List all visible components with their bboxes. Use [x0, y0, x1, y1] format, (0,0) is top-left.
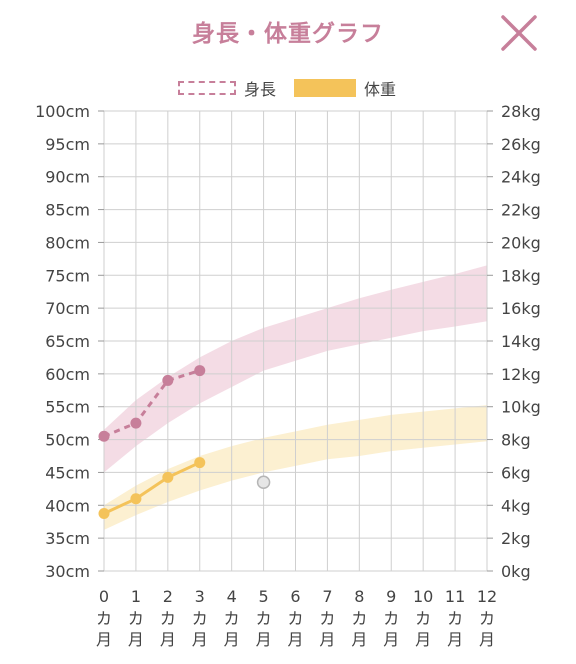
x-tick-label: 12 — [477, 587, 497, 606]
y-right-tick-label: 24kg — [501, 168, 541, 187]
height-data-point — [98, 430, 110, 442]
y-left-tick-label: 40cm — [45, 496, 90, 515]
y-right-tick-label: 20kg — [501, 233, 541, 252]
x-tick-unit: カ — [128, 609, 144, 628]
x-tick-unit: カ — [319, 609, 335, 628]
x-tick-label: 0 — [99, 587, 109, 606]
y-left-tick-label: 30cm — [45, 562, 90, 581]
y-left-tick-label: 55cm — [45, 398, 90, 417]
y-right-tick-label: 16kg — [501, 299, 541, 318]
y-left-tick-label: 70cm — [45, 299, 90, 318]
y-left-tick-label: 50cm — [45, 431, 90, 450]
y-right-tick-label: 10kg — [501, 398, 541, 417]
x-tick-unit: 月 — [447, 630, 463, 649]
y-right-tick-label: 18kg — [501, 266, 541, 285]
x-tick-unit: カ — [160, 609, 176, 628]
reference-marker — [256, 475, 271, 490]
x-tick-unit: カ — [479, 609, 495, 628]
x-tick-unit: 月 — [96, 630, 112, 649]
y-left-tick-label: 60cm — [45, 365, 90, 384]
legend-label-weight: 体重 — [364, 80, 397, 99]
height-data-point — [130, 417, 142, 429]
weight-data-point — [162, 471, 174, 483]
x-tick-unit: カ — [96, 609, 112, 628]
x-tick-unit: 月 — [415, 630, 431, 649]
y-left-tick-label: 90cm — [45, 168, 90, 187]
y-right-tick-label: 8kg — [501, 431, 531, 450]
x-tick-unit: 月 — [479, 630, 495, 649]
height-data-point — [194, 365, 206, 377]
x-tick-unit: カ — [224, 609, 240, 628]
y-left-tick-label: 95cm — [45, 135, 90, 154]
y-right-tick-label: 22kg — [501, 201, 541, 220]
legend-swatch-weight — [294, 79, 356, 97]
x-tick-label: 9 — [386, 587, 396, 606]
x-tick-unit: カ — [447, 609, 463, 628]
legend-label-height: 身長 — [244, 80, 277, 99]
x-tick-label: 11 — [445, 587, 465, 606]
x-tick-unit: カ — [383, 609, 399, 628]
x-tick-label: 5 — [258, 587, 268, 606]
x-tick-unit: 月 — [351, 630, 367, 649]
x-tick-label: 4 — [227, 587, 237, 606]
x-tick-label: 10 — [413, 587, 433, 606]
x-tick-label: 6 — [290, 587, 300, 606]
x-tick-unit: 月 — [192, 630, 208, 649]
y-left-tick-label: 85cm — [45, 201, 90, 220]
x-tick-label: 7 — [322, 587, 332, 606]
x-tick-label: 8 — [354, 587, 364, 606]
x-tick-label: 1 — [131, 587, 141, 606]
y-right-tick-label: 26kg — [501, 135, 541, 154]
y-right-tick-label: 28kg — [501, 102, 541, 121]
y-right-tick-label: 12kg — [501, 365, 541, 384]
weight-data-point — [130, 493, 142, 505]
x-tick-label: 2 — [163, 587, 173, 606]
x-tick-unit: 月 — [128, 630, 144, 649]
legend-swatch-height — [178, 81, 236, 95]
y-left-tick-label: 80cm — [45, 233, 90, 252]
x-tick-unit: 月 — [256, 630, 272, 649]
y-left-tick-label: 75cm — [45, 266, 90, 285]
chart-legend: 身長 体重 — [0, 76, 576, 100]
x-tick-unit: 月 — [224, 630, 240, 649]
weight-data-point — [98, 508, 110, 519]
y-right-tick-label: 14kg — [501, 332, 541, 351]
legend-item-height: 身長 — [178, 76, 276, 100]
y-left-tick-label: 65cm — [45, 332, 90, 351]
y-right-tick-label: 6kg — [501, 463, 531, 482]
x-tick-unit: 月 — [287, 630, 303, 649]
x-tick-unit: カ — [351, 609, 367, 628]
page-title: 身長・体重グラフ — [192, 21, 384, 47]
close-icon[interactable] — [498, 12, 540, 54]
x-tick-unit: 月 — [160, 630, 176, 649]
height-data-point — [162, 374, 174, 386]
x-tick-unit: カ — [287, 609, 303, 628]
y-left-tick-label: 35cm — [45, 529, 90, 548]
height-series-line — [103, 369, 201, 438]
y-left-tick-label: 100cm — [35, 102, 90, 121]
x-tick-unit: カ — [415, 609, 431, 628]
y-right-tick-label: 0kg — [501, 562, 531, 581]
x-tick-unit: カ — [256, 609, 272, 628]
x-tick-unit: 月 — [383, 630, 399, 649]
y-right-tick-label: 2kg — [501, 529, 531, 548]
legend-item-weight: 体重 — [294, 76, 396, 100]
y-right-tick-label: 4kg — [501, 496, 531, 515]
weight-series-line — [103, 461, 201, 515]
x-tick-unit: 月 — [319, 630, 335, 649]
x-tick-unit: カ — [192, 609, 208, 628]
y-left-tick-label: 45cm — [45, 463, 90, 482]
weight-data-point — [194, 457, 206, 469]
x-tick-label: 3 — [195, 587, 205, 606]
